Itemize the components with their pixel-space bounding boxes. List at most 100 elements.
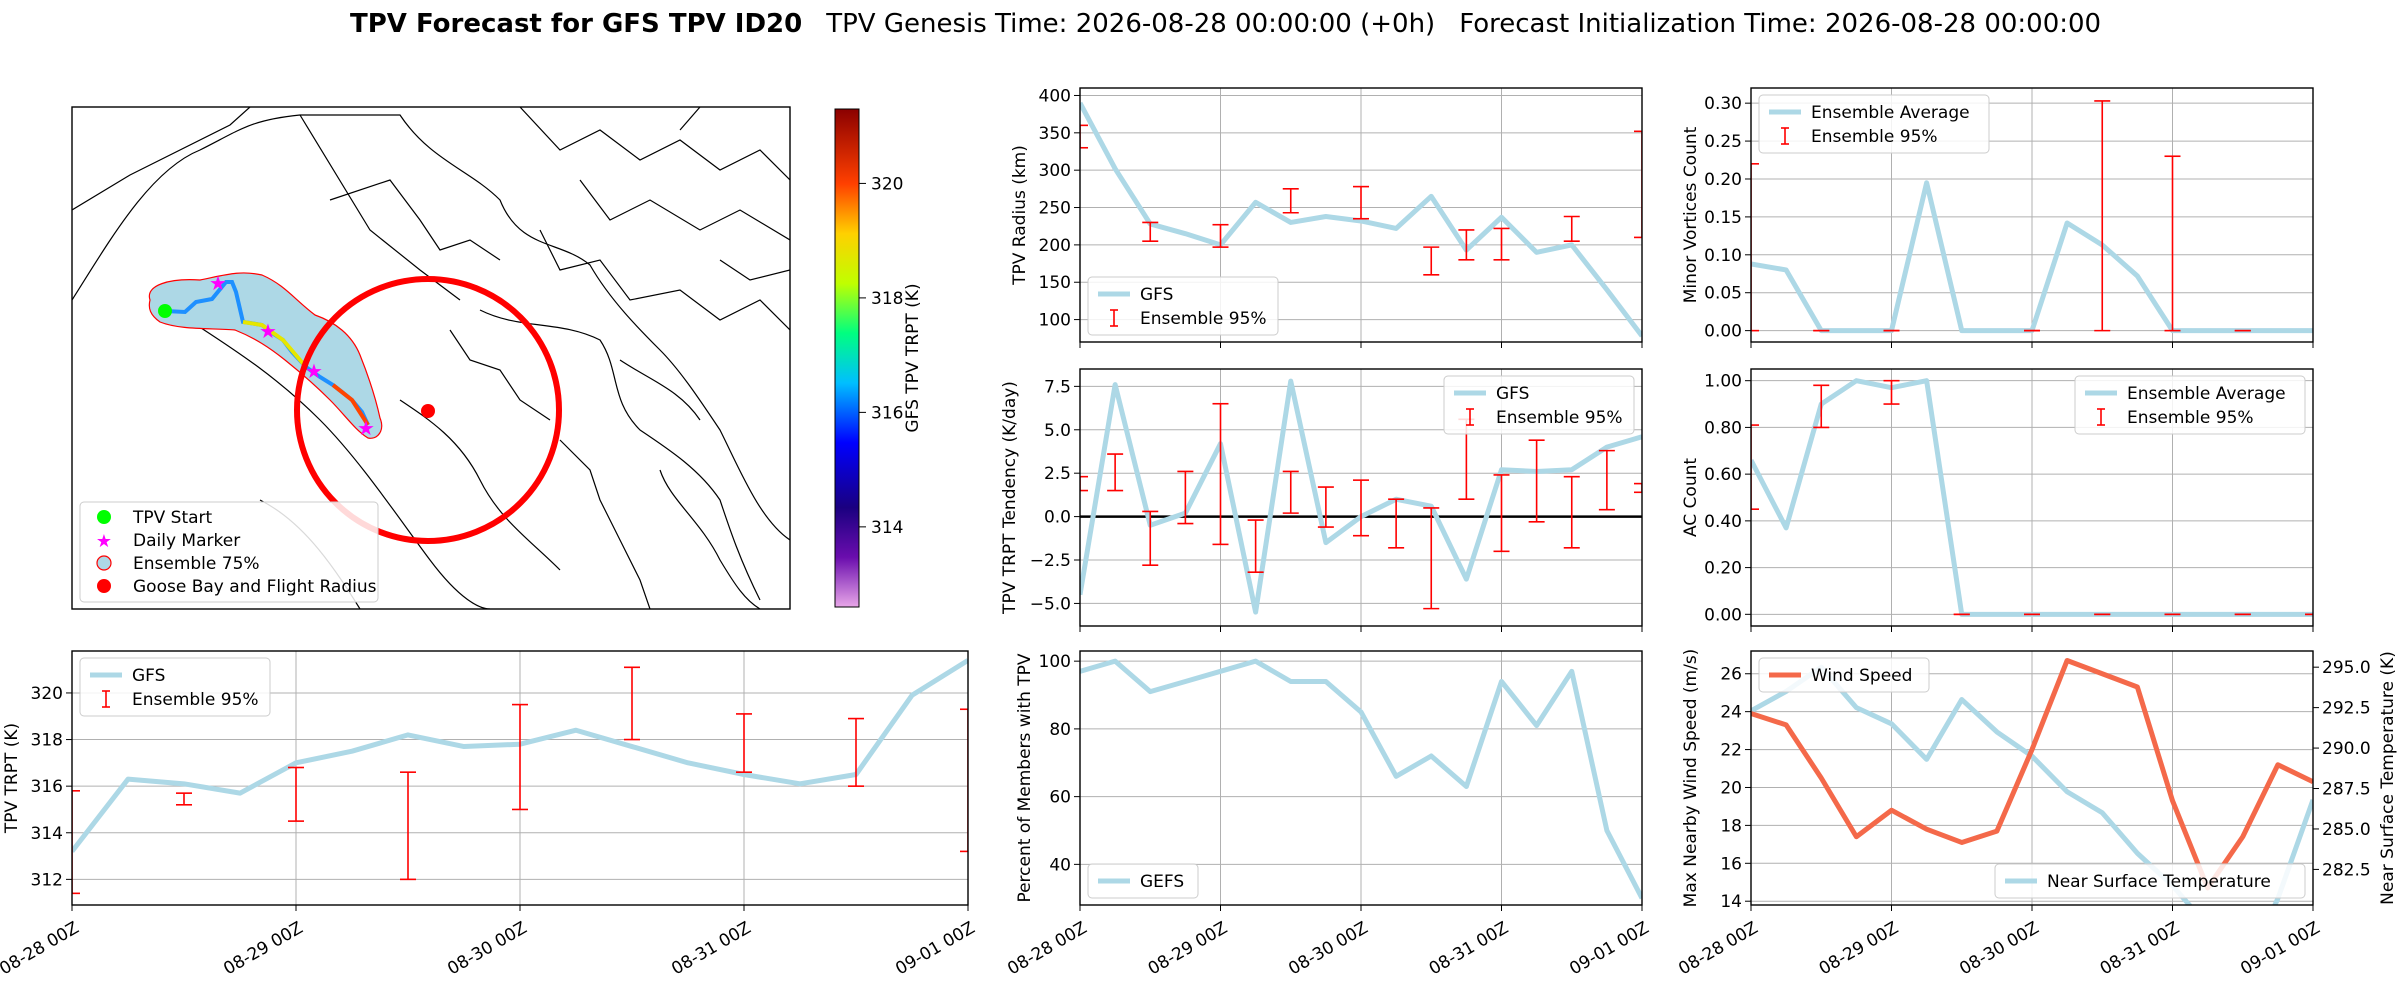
y-tick-label-right: 287.5 — [2322, 780, 2371, 800]
y-tick-label: 0.60 — [1704, 465, 1742, 485]
y-axis-label: Max Nearby Wind Speed (m/s) — [1681, 649, 1701, 908]
legend-label: GFS — [132, 666, 165, 686]
plot-area — [1080, 658, 1642, 900]
x-tick-label: 08-28 00Z — [1004, 918, 1090, 979]
legend: GFS Ensemble 95% — [1443, 375, 1635, 435]
legend-ensemble-marker — [96, 555, 112, 571]
legend: GFS Ensemble 95% — [79, 657, 271, 717]
plot-area — [1080, 378, 1642, 615]
daily-marker-star: ★ — [209, 271, 227, 295]
y-tick-label: 200 — [1039, 236, 1071, 256]
y-tick-label-right: 290.0 — [2322, 739, 2371, 759]
y-tick-label-right: 292.5 — [2322, 699, 2371, 719]
flight-radius-circle — [294, 276, 562, 544]
y-tick-label: 318 — [31, 731, 63, 751]
y-tick-label: 0.05 — [1704, 284, 1742, 304]
x-tick-label: 08-31 00Z — [1426, 918, 1512, 979]
y-tick-label: 22 — [1720, 741, 1742, 761]
y-tick-label: 0.10 — [1704, 246, 1742, 266]
tpv-track-hot-segment — [331, 383, 370, 427]
y-tick-label: 320 — [31, 684, 63, 704]
x-tick-label: 08-29 00Z — [1145, 918, 1231, 979]
title-init: Forecast Initialization Time: 2026-08-28… — [1459, 9, 2101, 39]
y-tick-label: 0.20 — [1704, 559, 1742, 579]
y-axis-label: TPV Radius (km) — [1010, 145, 1030, 286]
legend-label: Ensemble Average — [2127, 384, 2286, 404]
x-tick-label: 09-01 00Z — [2237, 918, 2323, 979]
y-tick-label: 250 — [1039, 199, 1071, 219]
y-tick-label-right: 285.0 — [2322, 820, 2371, 840]
x-tick-label: 09-01 00Z — [892, 918, 978, 979]
map-legend-daily: Daily Marker — [133, 531, 240, 551]
chart-wind: 282.5 285.0 287.5 290.0 292.5 295.0 Near Surfa… — [1675, 649, 2398, 980]
legend-label: Ensemble Average — [1811, 103, 1970, 123]
y-tick-label: 80 — [1049, 720, 1071, 740]
tpv-track-warm-segment — [242, 320, 308, 369]
y-tick-label: 0.40 — [1704, 512, 1742, 532]
legend-box — [79, 657, 271, 717]
y-tick-label: 314 — [31, 824, 63, 844]
y-tick-label: 0.25 — [1704, 132, 1742, 152]
legend-box — [1994, 863, 2306, 899]
ensemble-75-region — [148, 272, 383, 439]
y-tick-label: 26 — [1720, 665, 1742, 685]
y-tick-label: 16 — [1720, 854, 1742, 874]
colorbar-label: GFS TPV TRPT (K) — [903, 283, 923, 432]
x-tick-label: 09-01 00Z — [1566, 918, 1652, 979]
legend: Ensemble Average Ensemble 95% — [1758, 94, 1990, 154]
coastlines — [72, 107, 790, 609]
y-tick-label: 350 — [1039, 124, 1071, 144]
x-tick-label: 08-28 00Z — [1675, 918, 1761, 979]
y-tick-label: 0.00 — [1704, 605, 1742, 625]
y-tick-label-right: 295.0 — [2322, 658, 2371, 678]
legend-goose-marker — [97, 579, 111, 593]
legend-label: Wind Speed — [1811, 666, 1912, 686]
legend-label: Ensemble 95% — [1496, 408, 1623, 428]
colorbar — [834, 108, 860, 608]
y-tick-label: 150 — [1039, 273, 1071, 293]
y-axis-label-right: Near Surface Temperature (K) — [2378, 651, 2398, 905]
chart-tendency: −5.0 −2.5 0.0 2.5 5.0 7.5 TPV TRPT Tendency (K… — [1000, 368, 1643, 632]
plot-area — [72, 658, 968, 895]
y-tick-label: 40 — [1049, 855, 1071, 875]
figure-title: TPV Forecast for GFS TPV ID20 TPV Genesis… — [350, 9, 2101, 39]
legend-box — [1758, 94, 1990, 154]
series-line — [1080, 658, 1642, 900]
x-tick-label: 08-28 00Z — [0, 918, 83, 979]
legend-label: Ensemble 95% — [2127, 408, 2254, 428]
plot-area — [1080, 101, 1642, 338]
y-tick-label: 100 — [1039, 311, 1071, 331]
x-tick-label: 08-30 00Z — [444, 918, 530, 979]
chart-ac: 0.00 0.20 0.40 0.60 0.80 1.00 AC Count Ensemble… — [1681, 368, 2314, 632]
y-tick-label: −2.5 — [1030, 551, 1071, 571]
legend: GEFS — [1087, 863, 1199, 899]
plot-area — [1751, 100, 2313, 334]
y-tick-label: 400 — [1039, 86, 1071, 106]
title-bold: TPV Forecast for GFS TPV ID20 — [350, 9, 802, 39]
y-tick-label: 5.0 — [1044, 421, 1071, 441]
chart-radius: 100 150 200 250 300 350 400 TPV Radius (km) GFS E… — [1010, 86, 1643, 348]
y-tick-label: 316 — [31, 777, 63, 797]
y-tick-label: 0.0 — [1044, 508, 1071, 528]
map-legend: TPV Start ★ Daily Marker Ensemble 75% Go… — [79, 501, 379, 603]
plot-area — [1751, 378, 2313, 617]
goose-bay-marker — [421, 404, 435, 418]
y-tick-label: 1.00 — [1704, 372, 1742, 392]
y-axis-label: Percent of Members with TPV — [1015, 653, 1035, 902]
y-tick-label: 18 — [1720, 816, 1742, 836]
y-tick-label: 100 — [1039, 652, 1071, 672]
y-tick-label: 7.5 — [1044, 377, 1071, 397]
legend-star-marker: ★ — [96, 531, 112, 552]
y-tick-label: 0.30 — [1704, 94, 1742, 114]
legend-box — [1087, 863, 1199, 899]
y-tick-label: 24 — [1720, 703, 1742, 723]
map-legend-goose: Goose Bay and Flight Radius — [133, 577, 377, 597]
legend-label: GEFS — [1140, 872, 1184, 892]
temperature-line — [1751, 664, 2313, 905]
legend-box — [1758, 657, 1930, 693]
y-tick-label-right: 282.5 — [2322, 860, 2371, 880]
colorbar-ticks: 314 316 318 320 — [859, 174, 903, 538]
legend-box — [1087, 276, 1279, 336]
